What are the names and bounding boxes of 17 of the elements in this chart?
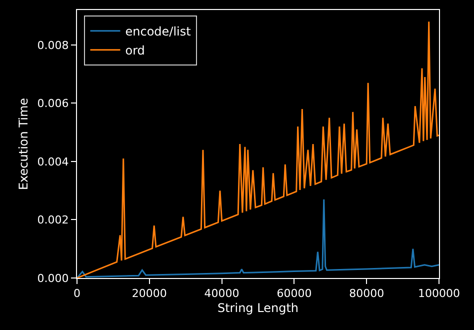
y-axis-title: Execution Time <box>16 98 31 190</box>
legend-label: encode/list <box>125 24 192 39</box>
x-tick-label: 0 <box>74 287 80 300</box>
x-tick-label: 100000 <box>418 287 460 300</box>
y-tick-label: 0.006 <box>37 97 69 110</box>
y-tick-label: 0.004 <box>37 155 69 168</box>
line-series <box>77 20 439 278</box>
x-tick-label: 20000 <box>132 287 167 300</box>
y-tick-label: 0.002 <box>37 214 69 227</box>
x-tick-label: 40000 <box>204 287 240 300</box>
legend-label: ord <box>125 44 145 58</box>
x-axis-title: String Length <box>217 301 299 316</box>
y-tick-label: 0.000 <box>37 272 69 285</box>
x-tick-label: 80000 <box>349 287 384 300</box>
x-tick-label: 60000 <box>276 287 312 300</box>
y-tick-label: 0.008 <box>37 38 69 52</box>
line-series <box>77 198 439 278</box>
